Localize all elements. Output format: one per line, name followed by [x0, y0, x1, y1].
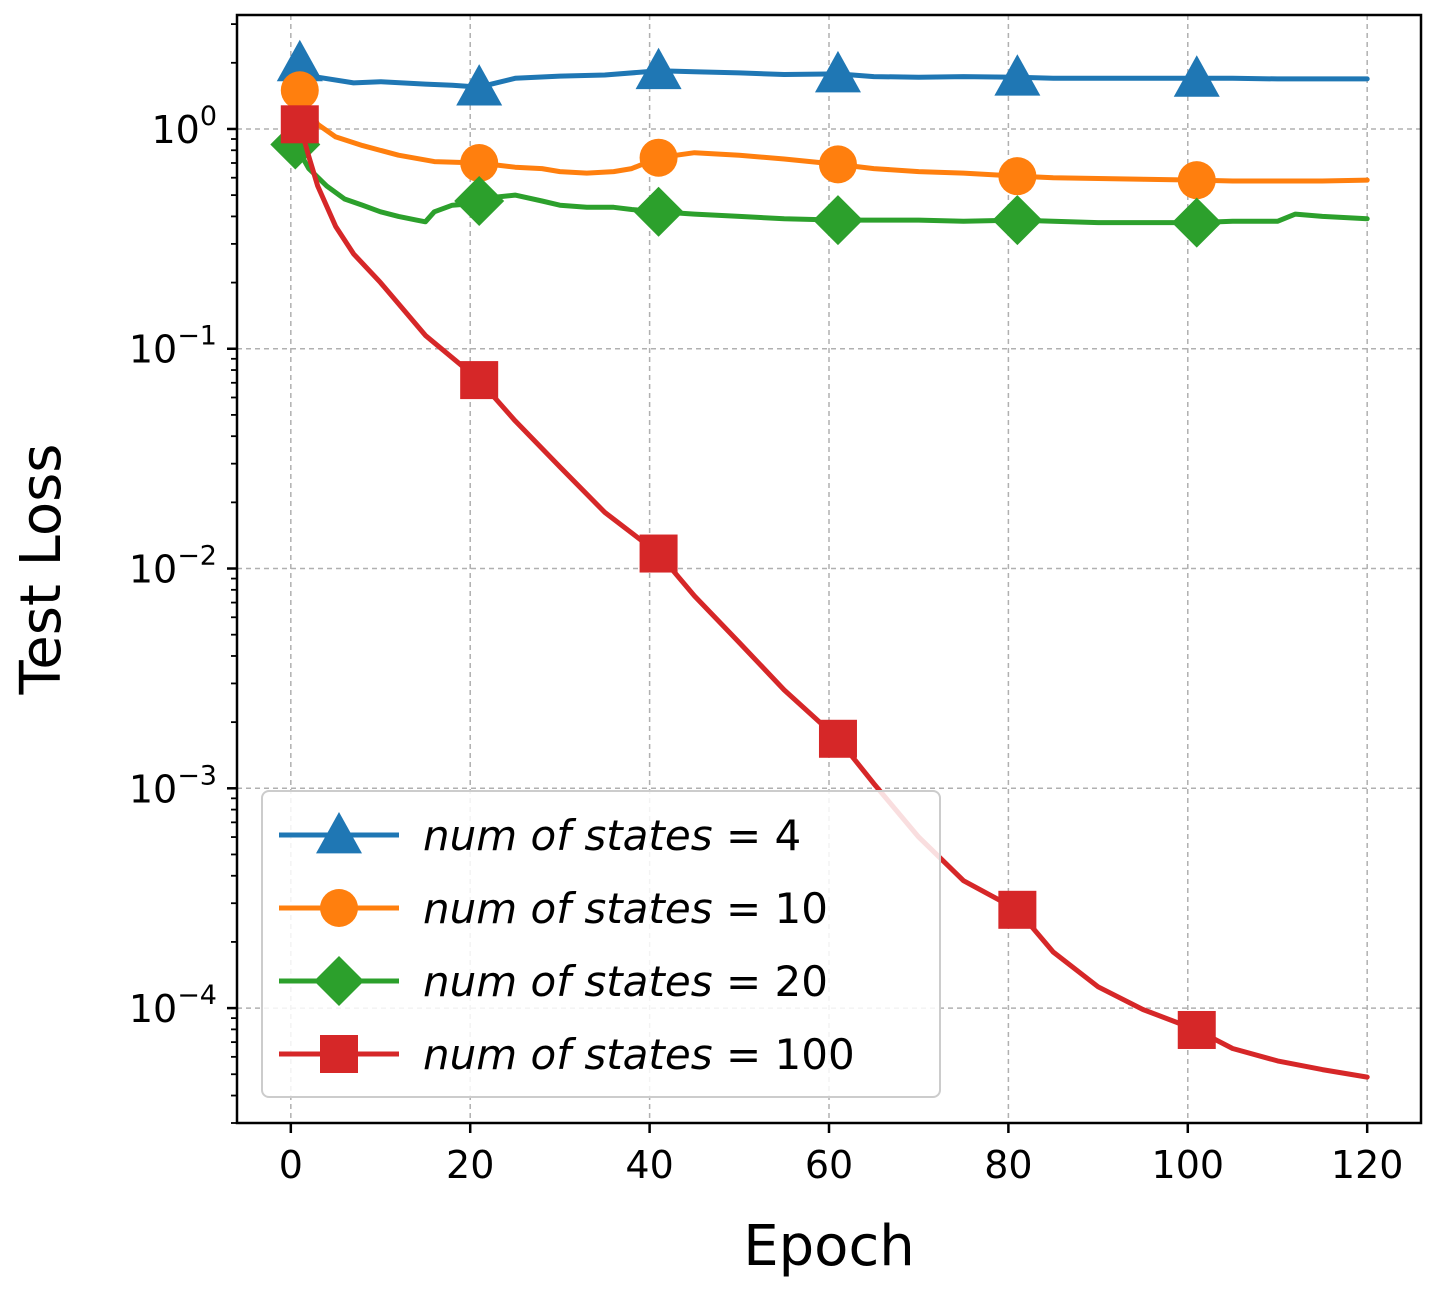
legend-entry-10: num of states = 10 [279, 884, 828, 933]
y-tick-label-exponent: −3 [177, 760, 217, 791]
x-tick-label: 0 [279, 1143, 303, 1187]
data-point-diamond [1171, 197, 1222, 248]
data-point-diamond [992, 195, 1043, 246]
data-point-diamond [454, 176, 505, 227]
x-tick-label: 40 [625, 1143, 673, 1187]
y-tick-label-exponent: −1 [177, 321, 217, 352]
y-tick-label: 10−2 [129, 541, 217, 592]
series-4 [276, 39, 1370, 106]
legend-label-name: num of states [423, 884, 713, 933]
legend-entry-100: num of states = 100 [279, 1030, 855, 1079]
y-tick-label-base: 10 [129, 987, 177, 1031]
legend-marker-circle [320, 889, 358, 927]
data-point-circle [998, 157, 1037, 196]
legend-label-value: = 4 [713, 811, 802, 860]
series-line-10 [297, 87, 1370, 184]
legend-label: num of states = 10 [423, 884, 828, 933]
y-tick-label-exponent: −2 [177, 541, 217, 572]
legend-entry-4: num of states = 4 [279, 811, 801, 860]
data-point-triangle [456, 64, 503, 106]
y-tick-label: 10−1 [129, 321, 217, 372]
data-point-triangle [994, 54, 1041, 96]
y-tick-label-base: 10 [129, 548, 177, 592]
legend-label-value: = 20 [713, 957, 828, 1006]
legend-label: num of states = 20 [423, 957, 828, 1006]
data-point-square [639, 534, 678, 573]
y-tick-label-exponent: −4 [177, 980, 217, 1011]
data-point-triangle [1173, 55, 1220, 97]
data-point-triangle [635, 47, 682, 90]
x-tick-label: 20 [446, 1143, 494, 1187]
legend-label-name: num of states [423, 957, 713, 1006]
data-point-circle [639, 138, 678, 177]
data-point-square [280, 105, 319, 144]
x-tick-label: 60 [805, 1143, 853, 1187]
series-100 [280, 105, 1370, 1080]
data-point-circle [818, 145, 857, 184]
y-axis-title: Test Loss [9, 444, 74, 696]
legend-label-name: num of states [423, 1030, 713, 1079]
y-tick-label: 10−4 [129, 980, 217, 1031]
data-point-circle [280, 71, 319, 110]
y-tick-label-base: 10 [151, 108, 199, 152]
legend-label: num of states = 100 [423, 1030, 855, 1079]
legend-box [261, 790, 941, 1098]
data-point-circle [1177, 161, 1216, 200]
data-point-square [818, 719, 857, 758]
data-point-triangle [276, 39, 323, 82]
legend-label-value: = 100 [713, 1030, 855, 1079]
legend-marker-diamond [314, 956, 364, 1006]
legend-label: num of states = 4 [423, 811, 801, 860]
data-point-triangle [814, 50, 861, 93]
y-tick-label: 10−3 [129, 760, 217, 811]
legend-marker-square [320, 1035, 358, 1073]
legend-marker-triangle [316, 812, 362, 854]
x-tick-label: 80 [984, 1143, 1032, 1187]
series-line-20 [292, 142, 1370, 226]
x-axis-title: Epoch [743, 1214, 914, 1279]
data-point-square [1177, 1010, 1216, 1049]
data-point-circle [460, 144, 499, 183]
data-point-diamond [633, 186, 684, 237]
x-tick-label: 120 [1331, 1143, 1404, 1187]
y-tick-label-base: 10 [129, 767, 177, 811]
data-point-diamond [812, 195, 863, 246]
y-tick-label: 100 [151, 101, 217, 152]
legend-label-value: = 10 [713, 884, 828, 933]
series-layer [270, 39, 1370, 1080]
series-10 [280, 71, 1370, 200]
y-tick-label-base: 10 [129, 328, 177, 372]
legend-entry-20: num of states = 20 [279, 956, 828, 1006]
y-tick-label-exponent: 0 [200, 101, 217, 132]
series-line-100 [297, 121, 1370, 1080]
x-tick-label: 100 [1152, 1143, 1225, 1187]
data-point-square [998, 890, 1037, 929]
series-line-4 [297, 65, 1370, 90]
data-point-square [460, 361, 499, 400]
legend-label-name: num of states [423, 811, 713, 860]
